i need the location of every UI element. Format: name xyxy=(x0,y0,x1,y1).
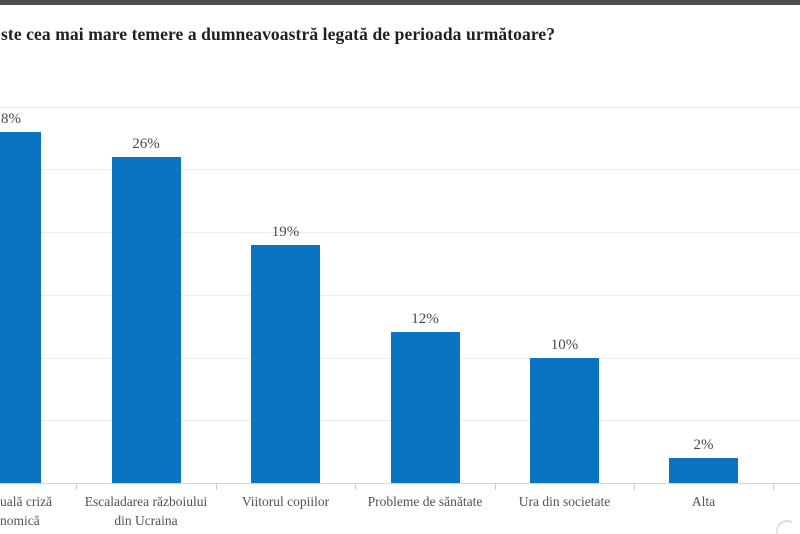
bar-value-label: 12% xyxy=(411,311,439,328)
bar-value-label: 2% xyxy=(693,436,714,453)
bar-6 xyxy=(669,457,738,483)
axis-tick-1 xyxy=(76,483,78,490)
bar-3 xyxy=(251,244,320,483)
gridline-20pct xyxy=(0,232,800,233)
bar-2 xyxy=(111,156,181,483)
top-accent-bar xyxy=(0,0,800,5)
category-label: Probleme de sănătate xyxy=(340,492,510,511)
axis-tick-6 xyxy=(773,483,775,490)
category-label-line: Probleme de sănătate xyxy=(367,494,483,509)
category-label-line: Ura din societate xyxy=(518,494,611,509)
category-label: Viitorul copiilor xyxy=(201,492,371,511)
gridline-25pct xyxy=(0,169,800,171)
bar-5 xyxy=(530,357,599,483)
category-label: Escaladarea războiului din Ucraina xyxy=(61,492,231,530)
bar-value-label: 19% xyxy=(271,223,300,240)
category-label-line: nomică xyxy=(0,513,40,528)
category-label-line: Alta xyxy=(691,494,716,509)
category-label-line: din Ucraina xyxy=(114,513,178,528)
gridline-30pct xyxy=(0,106,800,108)
chart-title: ste cea mai mare temere a dumneavoastră … xyxy=(1,24,556,44)
bar-4 xyxy=(390,332,460,483)
category-label-line: Escaladarea războiului xyxy=(84,494,208,509)
axis-tick-4 xyxy=(494,483,496,490)
bar-value-label: 26% xyxy=(132,135,160,152)
category-label-line: Viitorul copiilor xyxy=(241,494,330,509)
bar-value-label: 8% xyxy=(1,110,21,127)
category-label: uală criză nomică xyxy=(0,492,120,530)
x-axis-line xyxy=(0,483,800,484)
category-label-line: uală criză xyxy=(0,494,53,509)
bar-1 xyxy=(0,131,41,483)
bar-value-label: 10% xyxy=(550,336,579,353)
category-label: Alta xyxy=(619,492,789,511)
axis-tick-3 xyxy=(355,483,357,490)
category-label: Ura din societate xyxy=(480,492,650,511)
axis-tick-2 xyxy=(215,483,217,490)
axis-tick-5 xyxy=(634,483,636,490)
gridline-15pct xyxy=(0,294,800,296)
